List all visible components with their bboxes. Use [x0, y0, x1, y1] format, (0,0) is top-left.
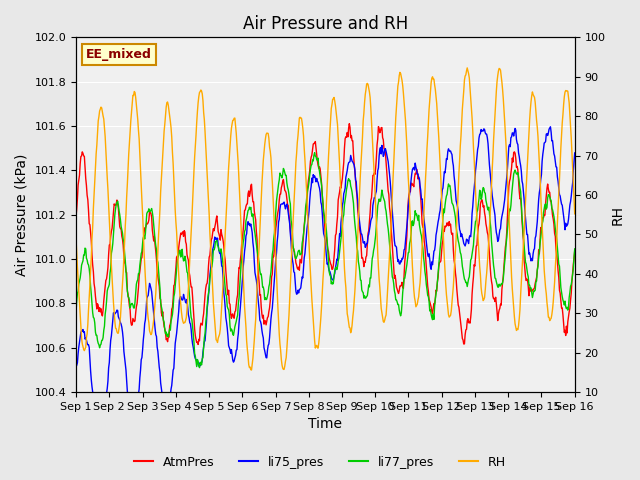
li75_pres — [547, 124, 554, 130]
RH — [81, 346, 89, 352]
X-axis label: Time: Time — [308, 418, 342, 432]
li77_pres — [196, 365, 204, 371]
RH — [132, 102, 140, 108]
Line: RH: RH — [76, 68, 575, 370]
RH — [209, 300, 217, 306]
li75_pres — [401, 246, 408, 252]
Line: AtmPres: AtmPres — [76, 124, 575, 345]
li77_pres — [571, 246, 579, 252]
li75_pres — [571, 150, 579, 156]
RH — [248, 367, 255, 373]
AtmPres — [195, 342, 202, 348]
li77_pres — [183, 269, 191, 275]
Y-axis label: RH: RH — [611, 205, 625, 225]
AtmPres — [210, 228, 218, 234]
AtmPres — [387, 221, 395, 227]
AtmPres — [571, 248, 579, 254]
li77_pres — [81, 245, 89, 251]
li77_pres — [132, 281, 140, 287]
RH — [463, 65, 471, 71]
Text: EE_mixed: EE_mixed — [86, 48, 152, 61]
li75_pres — [72, 364, 80, 370]
RH — [387, 239, 394, 245]
Line: li77_pres: li77_pres — [76, 153, 575, 368]
RH — [72, 236, 80, 241]
Line: li75_pres: li75_pres — [76, 127, 575, 455]
AtmPres — [132, 304, 140, 310]
AtmPres — [346, 121, 353, 127]
Legend: AtmPres, li75_pres, li77_pres, RH: AtmPres, li75_pres, li77_pres, RH — [129, 451, 511, 474]
li75_pres — [81, 336, 89, 342]
li77_pres — [311, 150, 319, 156]
li75_pres — [184, 304, 191, 310]
li75_pres — [387, 179, 394, 185]
RH — [401, 107, 408, 113]
AtmPres — [402, 252, 410, 258]
Y-axis label: Air Pressure (kPa): Air Pressure (kPa) — [15, 154, 29, 276]
RH — [571, 211, 579, 216]
li77_pres — [387, 257, 395, 263]
AtmPres — [81, 165, 89, 170]
AtmPres — [183, 252, 191, 257]
li75_pres — [96, 452, 104, 457]
li75_pres — [210, 240, 218, 246]
li77_pres — [210, 247, 218, 253]
RH — [183, 307, 191, 312]
li77_pres — [402, 271, 410, 276]
Title: Air Pressure and RH: Air Pressure and RH — [243, 15, 408, 33]
AtmPres — [72, 214, 80, 219]
li75_pres — [133, 398, 141, 404]
li77_pres — [72, 310, 80, 315]
